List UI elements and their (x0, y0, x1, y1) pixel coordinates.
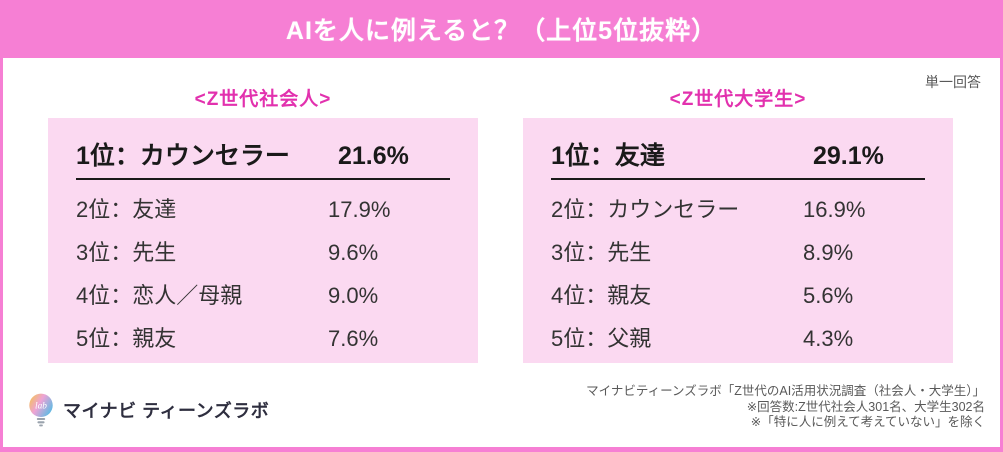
rank-label: 3位：先生 (76, 240, 177, 265)
rank-row-1: 1位：カウンセラー 21.6% (76, 136, 450, 180)
lightbulb-icon: lab (26, 392, 56, 428)
rank-row-2: 2位：友達 17.9% (76, 192, 450, 235)
rank-label: 4位：恋人／母親 (76, 283, 243, 308)
panel-title-students: <Z世代大学生> (669, 89, 807, 110)
rank-row-4: 4位：親友 5.6% (551, 278, 925, 321)
source-line-2: ※回答数:Z世代社会人301名、大学生302名 (746, 399, 985, 414)
rank-row-5: 5位：親友 7.6% (76, 321, 450, 364)
rank-row-3: 3位：先生 8.9% (551, 235, 925, 278)
rank-value: 17.9% (328, 197, 391, 222)
rank-label: 1位：友達 (551, 142, 665, 170)
rank-label: 1位：カウンセラー (76, 142, 290, 170)
rank-value: 4.3% (803, 326, 854, 351)
page-title: AIを人に例えると？（上位5位抜粋） (285, 17, 718, 45)
rank-row-3: 3位：先生 9.6% (76, 235, 450, 278)
rank-value: 21.6% (338, 142, 409, 170)
header-banner: AIを人に例えると？（上位5位抜粋） (0, 0, 1003, 58)
ranking-panel-workers: 1位：カウンセラー 21.6% 2位：友達 17.9% 3位：先生 9.6% 4… (48, 118, 478, 363)
rank-label: 4位：親友 (551, 283, 652, 308)
rank-value: 7.6% (328, 326, 379, 351)
rank-value: 29.1% (813, 142, 884, 170)
rank-value: 9.0% (328, 283, 379, 308)
panel-title-workers: <Z世代社会人> (194, 89, 332, 110)
rank-label: 5位：父親 (551, 326, 652, 351)
source-line-1: マイナビティーンズラボ「Z世代のAI活用状況調査（社会人・大学生）」 (586, 384, 985, 398)
rank-label: 2位：友達 (76, 197, 177, 222)
brand-logo: lab マイナビ ティーンズラボ (26, 392, 269, 428)
rank-row-1: 1位：友達 29.1% (551, 136, 925, 180)
ranking-panel-students: 1位：友達 29.1% 2位：カウンセラー 16.9% 3位：先生 8.9% 4… (523, 118, 953, 363)
svg-text:lab: lab (35, 402, 47, 412)
source-note: マイナビティーンズラボ「Z世代のAI活用状況調査（社会人・大学生）」 ※回答数:… (586, 384, 985, 431)
rank-value: 5.6% (803, 283, 854, 308)
rank-value: 16.9% (803, 197, 866, 222)
rank-label: 2位：カウンセラー (551, 197, 740, 222)
rank-value: 8.9% (803, 240, 854, 265)
rank-value: 9.6% (328, 240, 379, 265)
answer-type-note: 単一回答 (925, 74, 981, 90)
rank-label: 5位：親友 (76, 326, 177, 351)
rank-label: 3位：先生 (551, 240, 652, 265)
rank-row-5: 5位：父親 4.3% (551, 321, 925, 364)
rank-row-4: 4位：恋人／母親 9.0% (76, 278, 450, 321)
brand-logo-text: マイナビ ティーンズラボ (63, 401, 270, 421)
rank-row-2: 2位：カウンセラー 16.9% (551, 192, 925, 235)
source-line-3: ※「特に人に例えて考えていない」を除く (750, 415, 985, 429)
